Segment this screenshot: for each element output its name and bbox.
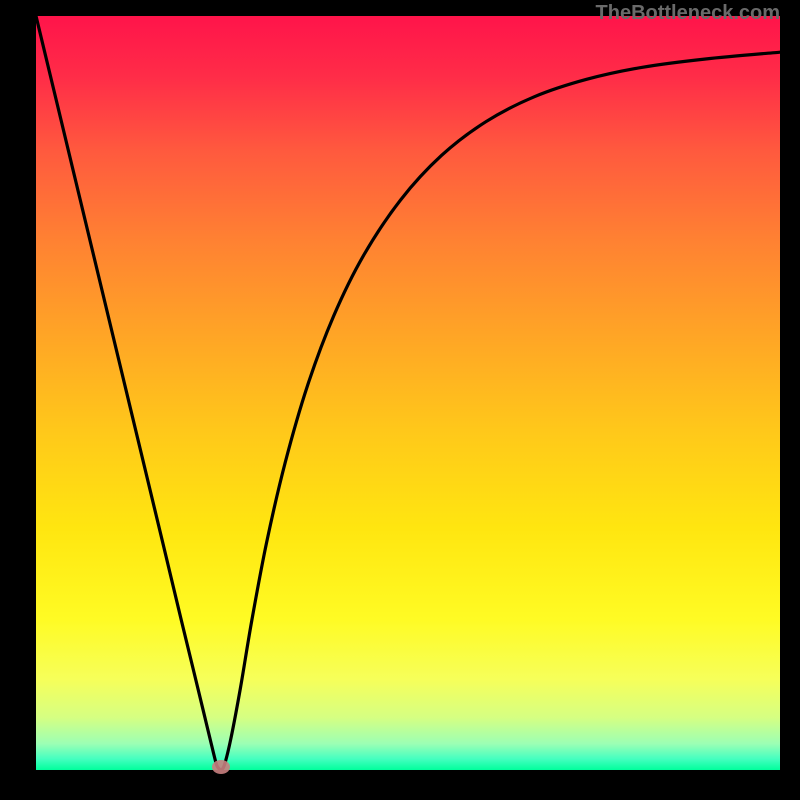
minimum-marker xyxy=(212,760,230,774)
watermark-text: TheBottleneck.com xyxy=(596,2,780,25)
curve-layer xyxy=(36,16,780,770)
curve-left-branch xyxy=(36,16,221,770)
curve-right-branch xyxy=(221,52,780,770)
chart-container: TheBottleneck.com xyxy=(0,0,800,800)
